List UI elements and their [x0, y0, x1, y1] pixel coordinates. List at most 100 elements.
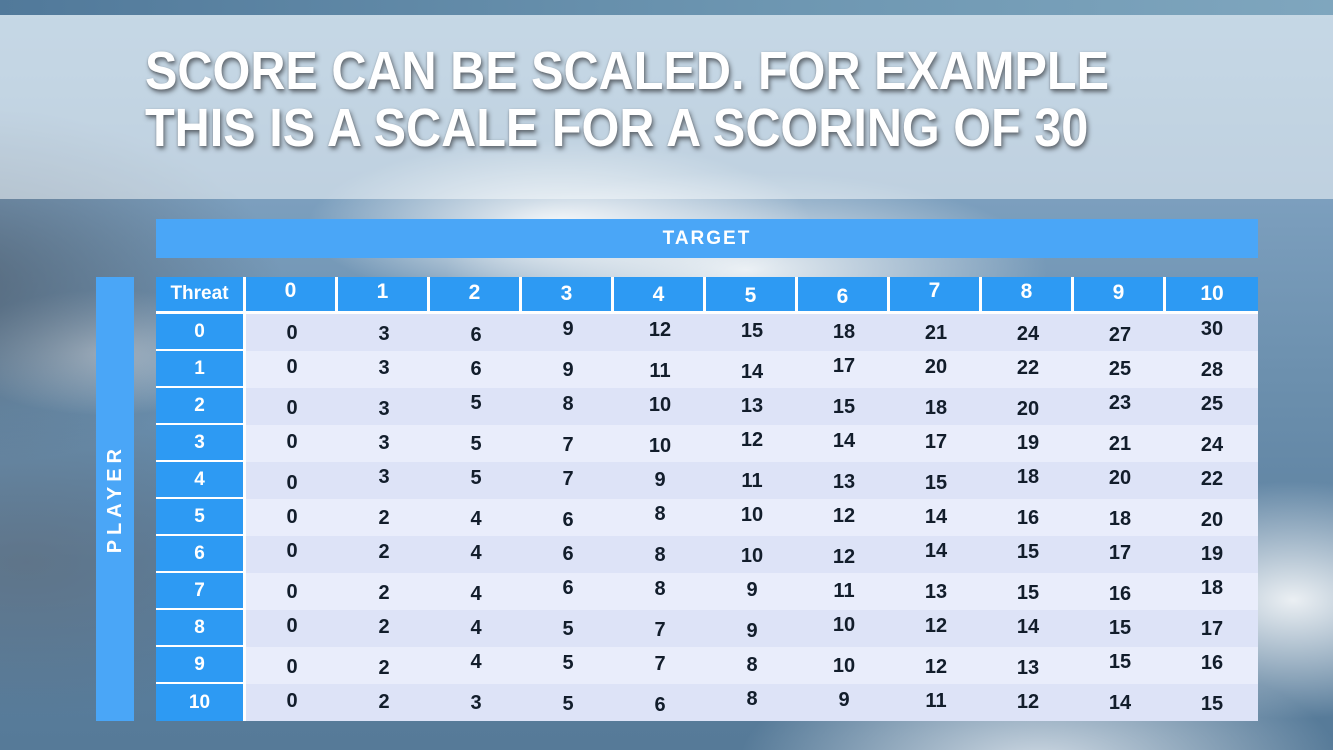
table-row: 0 0 3 6 9 12 15 18 21 24 27 30 — [156, 314, 1258, 351]
score-cell: 18 — [1166, 573, 1258, 610]
score-cell: 8 — [614, 499, 706, 536]
row-header: 10 — [156, 684, 246, 721]
score-cell: 0 — [246, 499, 338, 536]
table-row: 1 0 3 6 9 11 14 17 20 22 25 28 — [156, 351, 1258, 388]
score-cell: 18 — [1074, 499, 1166, 536]
score-cell: 3 — [338, 314, 430, 351]
score-cell: 15 — [1074, 610, 1166, 647]
score-cell: 22 — [982, 351, 1074, 388]
score-cell: 28 — [1166, 351, 1258, 388]
score-cell: 7 — [522, 462, 614, 499]
score-cell: 12 — [798, 499, 890, 536]
row-header: 2 — [156, 388, 246, 425]
slide-title: SCORE CAN BE SCALED. FOR EXAMPLE THIS IS… — [145, 43, 1109, 157]
score-table: Threat 0 1 2 3 4 5 6 7 8 9 10 0 0 3 6 9 12 15 18 21 24 27 30 1 0 3… — [156, 277, 1258, 721]
score-cell: 5 — [522, 684, 614, 721]
score-cell: 18 — [982, 462, 1074, 499]
score-cell: 12 — [890, 610, 982, 647]
score-cell: 14 — [982, 610, 1074, 647]
score-cell: 10 — [798, 610, 890, 647]
score-cell: 0 — [246, 536, 338, 573]
score-cell: 7 — [522, 425, 614, 462]
score-cell: 10 — [706, 536, 798, 573]
score-cell: 15 — [798, 388, 890, 425]
score-cell: 9 — [522, 351, 614, 388]
score-cell: 8 — [706, 647, 798, 684]
score-cell: 30 — [1166, 314, 1258, 351]
score-cell: 22 — [1166, 462, 1258, 499]
score-cell: 24 — [1166, 425, 1258, 462]
score-cell: 24 — [982, 314, 1074, 351]
score-cell: 11 — [706, 462, 798, 499]
column-header: 10 — [1166, 277, 1258, 314]
score-cell: 7 — [614, 647, 706, 684]
score-cell: 6 — [430, 314, 522, 351]
score-cell: 16 — [1166, 647, 1258, 684]
score-cell: 21 — [1074, 425, 1166, 462]
column-header: 6 — [798, 277, 890, 314]
player-axis-header: PLAYER — [96, 277, 134, 721]
row-header: 1 — [156, 351, 246, 388]
score-cell: 7 — [614, 610, 706, 647]
score-cell: 8 — [614, 573, 706, 610]
score-cell: 5 — [430, 462, 522, 499]
column-header: 7 — [890, 277, 982, 314]
score-cell: 18 — [798, 314, 890, 351]
score-cell: 20 — [1166, 499, 1258, 536]
score-cell: 3 — [338, 425, 430, 462]
score-cell: 13 — [706, 388, 798, 425]
score-cell: 14 — [798, 425, 890, 462]
score-cell: 9 — [798, 684, 890, 721]
score-cell: 12 — [706, 425, 798, 462]
header-row: Threat 0 1 2 3 4 5 6 7 8 9 10 — [156, 277, 1258, 314]
score-cell: 14 — [706, 351, 798, 388]
score-cell: 2 — [338, 499, 430, 536]
score-cell: 17 — [1074, 536, 1166, 573]
column-header: 0 — [246, 277, 338, 314]
score-cell: 20 — [890, 351, 982, 388]
score-cell: 15 — [982, 573, 1074, 610]
score-cell: 4 — [430, 610, 522, 647]
score-cell: 20 — [982, 388, 1074, 425]
score-cell: 8 — [706, 684, 798, 721]
score-cell: 11 — [614, 351, 706, 388]
score-cell: 11 — [890, 684, 982, 721]
score-cell: 21 — [890, 314, 982, 351]
score-cell: 0 — [246, 425, 338, 462]
score-cell: 4 — [430, 573, 522, 610]
score-cell: 2 — [338, 610, 430, 647]
score-cell: 12 — [890, 647, 982, 684]
player-axis-label: PLAYER — [103, 444, 126, 554]
table-row: 8 0 2 4 5 7 9 10 12 14 15 17 — [156, 610, 1258, 647]
score-cell: 5 — [522, 610, 614, 647]
score-cell: 4 — [430, 499, 522, 536]
score-cell: 4 — [430, 536, 522, 573]
score-cell: 13 — [798, 462, 890, 499]
score-cell: 3 — [338, 388, 430, 425]
row-header: 0 — [156, 314, 246, 351]
score-cell: 5 — [430, 425, 522, 462]
score-cell: 15 — [706, 314, 798, 351]
column-header: 9 — [1074, 277, 1166, 314]
title-line-2: THIS IS A SCALE FOR A SCORING OF 30 — [145, 98, 1089, 158]
score-cell: 6 — [614, 684, 706, 721]
score-cell: 15 — [890, 462, 982, 499]
score-cell: 13 — [890, 573, 982, 610]
title-line-1: SCORE CAN BE SCALED. FOR EXAMPLE — [145, 41, 1109, 101]
row-header: 6 — [156, 536, 246, 573]
score-cell: 2 — [338, 536, 430, 573]
score-cell: 2 — [338, 573, 430, 610]
score-cell: 10 — [614, 388, 706, 425]
row-header: 3 — [156, 425, 246, 462]
score-cell: 2 — [338, 647, 430, 684]
score-cell: 18 — [890, 388, 982, 425]
score-cell: 9 — [522, 314, 614, 351]
score-cell: 6 — [522, 499, 614, 536]
score-cell: 12 — [982, 684, 1074, 721]
score-cell: 0 — [246, 610, 338, 647]
score-cell: 12 — [798, 536, 890, 573]
score-cell: 6 — [522, 536, 614, 573]
score-cell: 17 — [1166, 610, 1258, 647]
score-cell: 0 — [246, 314, 338, 351]
table-row: 6 0 2 4 6 8 10 12 14 15 17 19 — [156, 536, 1258, 573]
